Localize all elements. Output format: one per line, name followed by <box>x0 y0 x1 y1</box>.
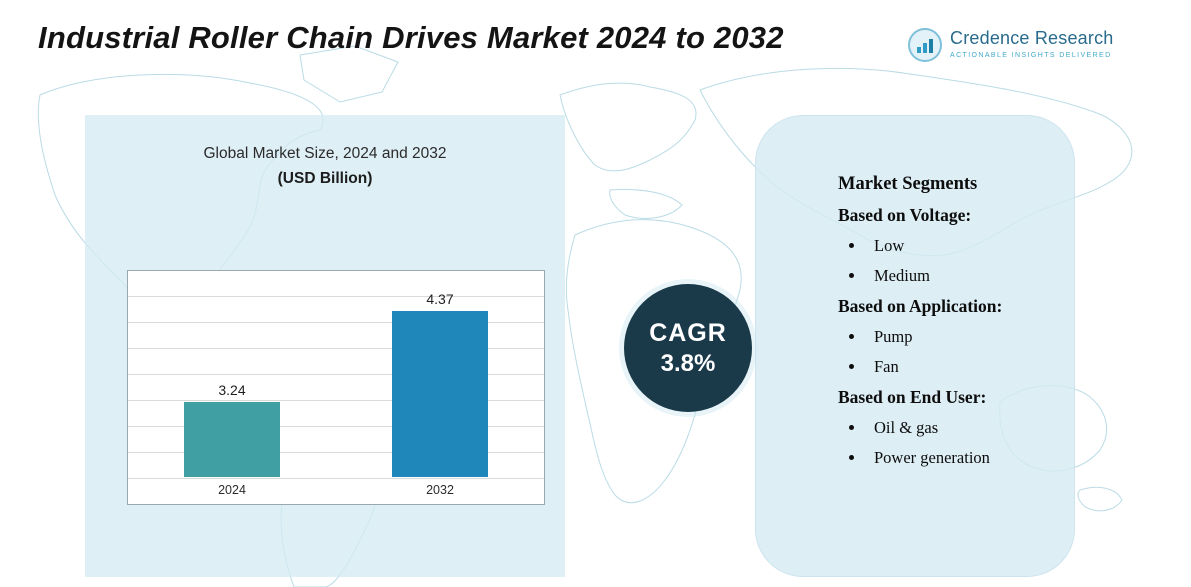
market-size-panel: Global Market Size, 2024 and 2032 (USD B… <box>85 115 565 577</box>
segments-heading: Market Segments <box>838 174 978 194</box>
segment-item: Medium <box>866 266 1050 286</box>
segment-group-label: Based on Voltage: <box>838 205 972 225</box>
segment-item-list: Pump Fan <box>866 327 1050 377</box>
bar <box>184 402 280 477</box>
chart-title: Global Market Size, 2024 and 2032 <box>203 145 447 162</box>
segment-group-label: Based on End User: <box>838 387 987 407</box>
cagr-label: CAGR <box>649 318 727 347</box>
bar-value-label: 4.37 <box>426 291 454 307</box>
segment-item-list: Low Medium <box>866 236 1050 286</box>
bar-columns: 3.24 2024 4.37 2032 <box>128 271 544 504</box>
cagr-value: 3.8% <box>660 349 716 377</box>
market-segments-panel: Market Segments Based on Voltage: Low Medi… <box>755 115 1075 577</box>
logo-tagline: Actionable Insights Delivered <box>950 52 1112 59</box>
segment-item: Pump <box>866 327 1050 347</box>
chart-subtitle: (USD Billion) <box>277 170 373 187</box>
bar-column: 4.37 2032 <box>392 291 488 504</box>
segment-item: Power generation <box>866 448 1050 468</box>
segment-item: Low <box>866 236 1050 256</box>
segment-item-list: Oil & gas Power generation <box>866 418 1050 468</box>
segment-item: Fan <box>866 357 1050 377</box>
bar-category-label: 2024 <box>218 483 246 497</box>
bar-category-label: 2032 <box>426 483 454 497</box>
segment-groups: Based on Voltage: Low Medium Based on Appli… <box>838 205 1050 468</box>
segment-group-label: Based on Application: <box>838 296 1003 316</box>
bar-value-label: 3.24 <box>218 382 246 398</box>
logo-name: Credence Research <box>950 28 1114 48</box>
cagr-badge: CAGR 3.8% <box>624 284 752 412</box>
bar-column: 3.24 2024 <box>184 382 280 504</box>
credence-logo-icon <box>908 28 942 62</box>
bar-chart: 3.24 2024 4.37 2032 <box>127 270 545 505</box>
segment-item: Oil & gas <box>866 418 1050 438</box>
page-title: Industrial Roller Chain Drives Market 20… <box>38 20 784 55</box>
credence-logo: Credence Research Actionable Insights De… <box>908 28 1113 62</box>
bar <box>392 311 488 477</box>
